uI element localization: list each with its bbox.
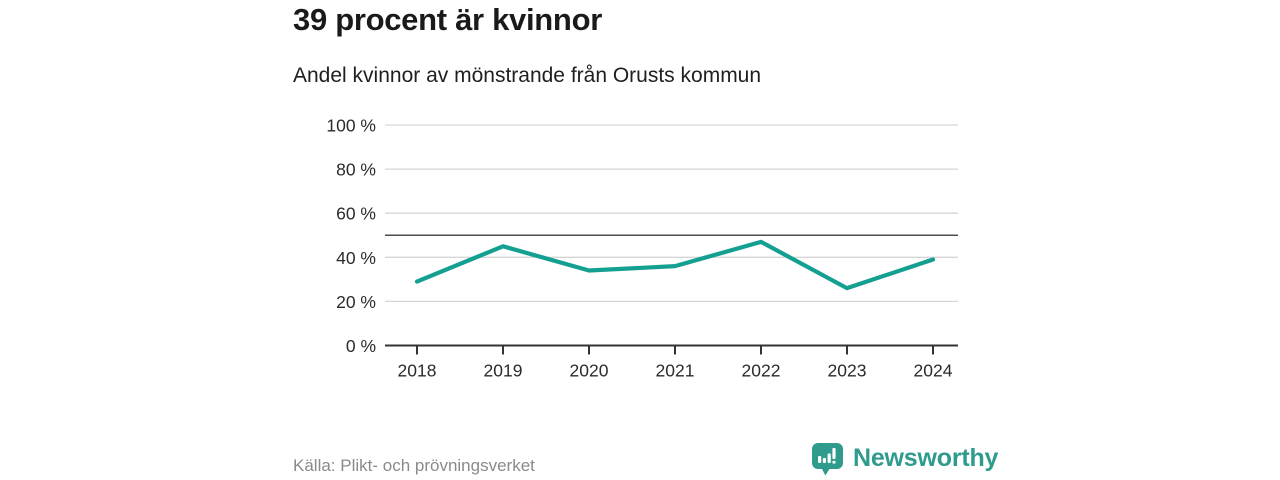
svg-text:2020: 2020 [570,361,609,381]
svg-text:40 %: 40 % [336,248,376,268]
newsworthy-logo: Newsworthy [809,440,998,477]
svg-text:2024: 2024 [914,361,953,381]
svg-text:2018: 2018 [398,361,437,381]
svg-text:20 %: 20 % [336,292,376,312]
svg-text:2021: 2021 [656,361,695,381]
line-chart-svg: 0 % 20 % 40 % 60 % 80 % 100 % 2018 2019 2020 2021… [326,116,958,381]
newsworthy-wordmark: Newsworthy [853,444,999,472]
svg-text:80 %: 80 % [336,160,376,180]
chart-speech-bubble-icon [812,443,843,476]
svg-text:2019: 2019 [484,361,523,381]
chart-subtitle: Andel kvinnor av mönstrande från Orusts … [293,64,762,87]
svg-text:100 %: 100 % [326,116,376,136]
chart-title: 39 procent är kvinnor [293,2,602,37]
svg-text:2022: 2022 [742,361,781,381]
svg-text:2023: 2023 [828,361,867,381]
svg-text:60 %: 60 % [336,204,376,224]
source-attribution: Källa: Plikt- och prövningsverket [293,456,535,475]
line-chart: 0 % 20 % 40 % 60 % 80 % 100 % 2018 2019 2020 2021… [300,108,980,408]
svg-text:0 %: 0 % [346,336,376,356]
